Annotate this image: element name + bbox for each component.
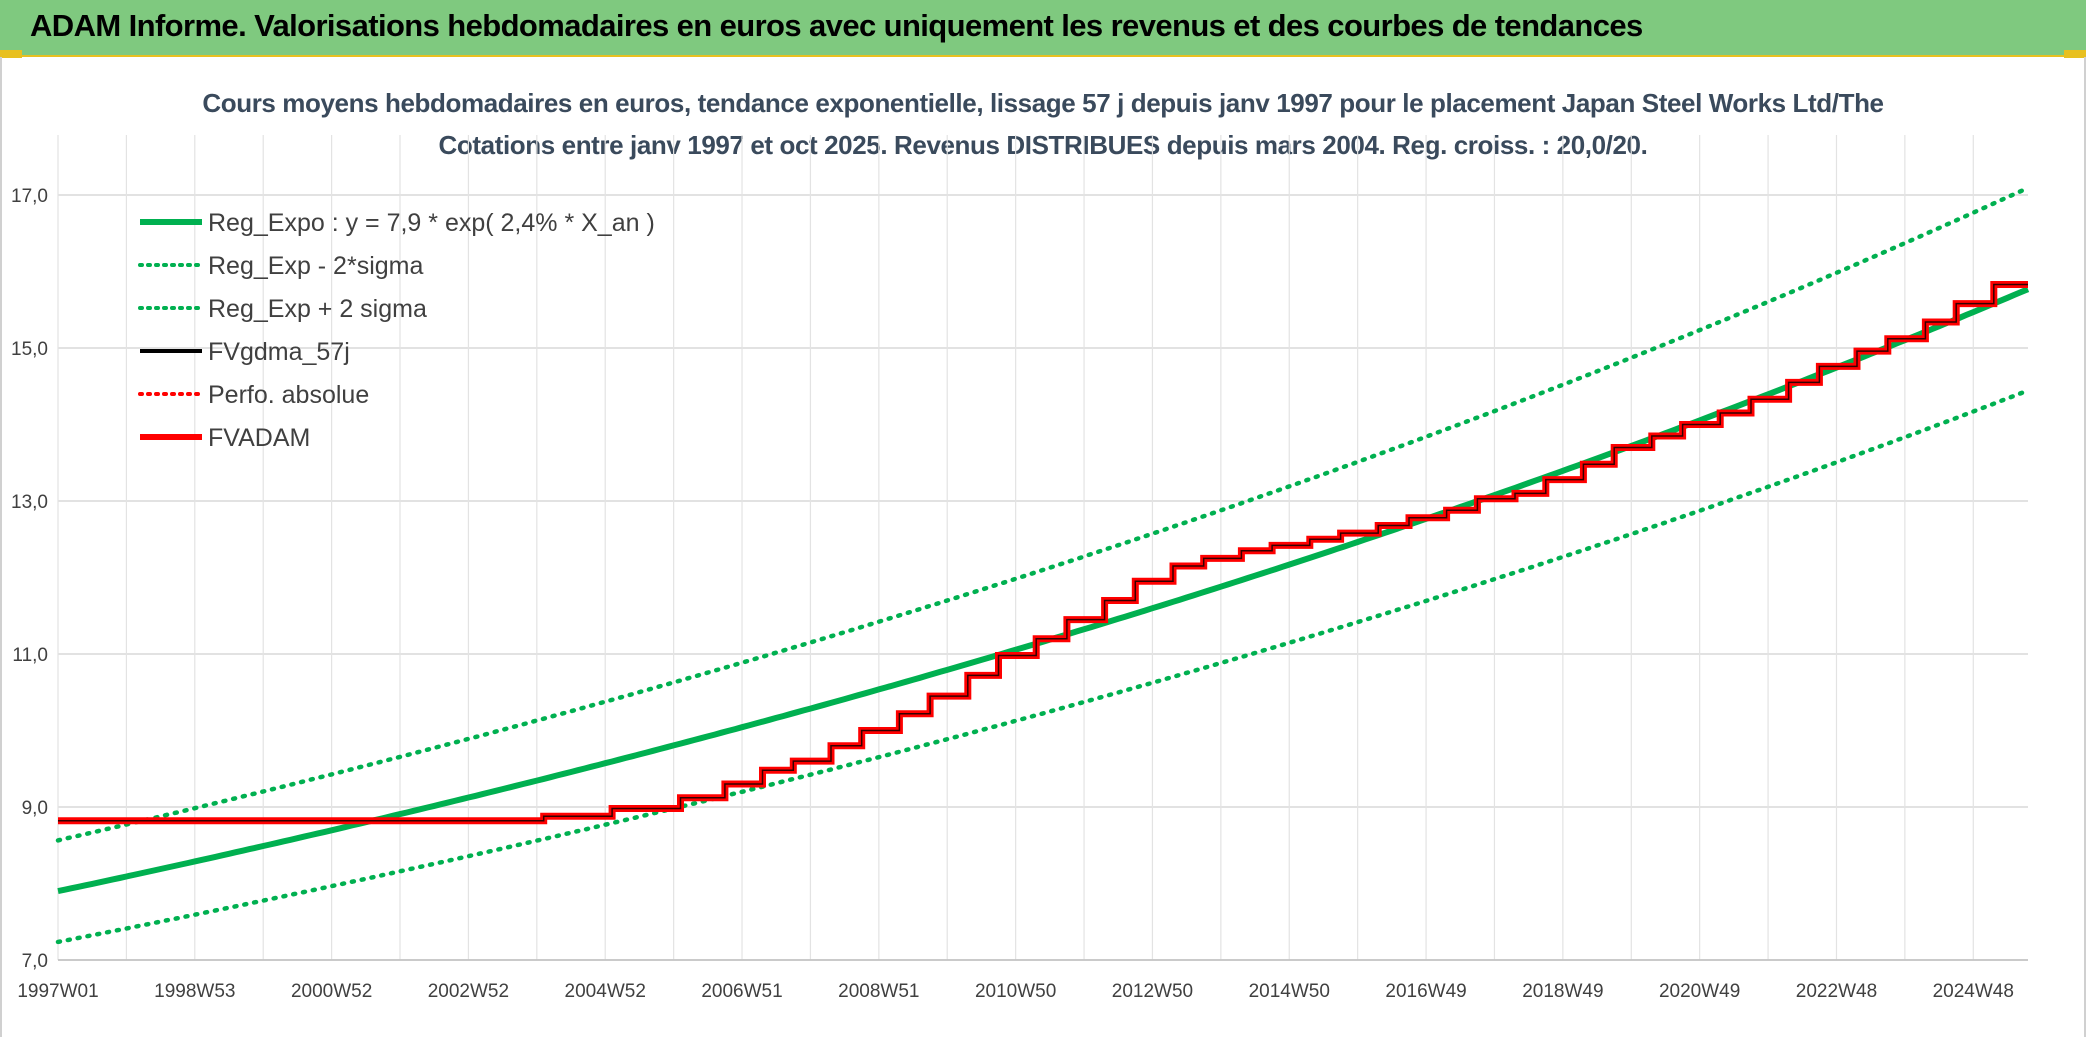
y-tick-label: 15,0 — [11, 339, 48, 360]
reg-exp-plus-2sigma-line — [55, 185, 2031, 843]
x-tick-label: 2024W48 — [1933, 981, 2014, 1002]
report-title: ADAM Informe. Valorisations hebdomadaire… — [30, 8, 1643, 43]
y-tick-label: 13,0 — [11, 492, 48, 513]
x-tick-label: 2002W52 — [428, 981, 509, 1002]
reg-expo-line — [57, 286, 2030, 895]
x-tick-label: 1997W01 — [17, 981, 98, 1002]
x-tick-label: 2016W49 — [1385, 981, 1466, 1002]
y-tick-label: 9,0 — [22, 798, 48, 819]
x-tick-label: 2012W50 — [1112, 981, 1193, 1002]
legend-entry-label: Reg_Exp - 2*sigma — [208, 252, 423, 280]
legend-entry-label: FVADAM — [208, 424, 310, 452]
x-tick-label: 2020W49 — [1659, 981, 1740, 1002]
x-tick-label: 2004W52 — [565, 981, 646, 1002]
chart-legend: Reg_Expo : y = 7,9 * exp( 2,4% * X_an ) R… — [138, 209, 655, 452]
banner-corner-left — [0, 50, 22, 58]
chart-title-line-2: Cotations entre janv 1997 et oct 2025. R… — [438, 130, 1648, 160]
legend-entry-label: FVgdma_57j — [208, 338, 350, 366]
report-banner: ADAM Informe. Valorisations hebdomadaire… — [0, 0, 2086, 57]
chart-title-line-1: Cours moyens hebdomadaires en euros, ten… — [202, 88, 1884, 118]
legend-entry-label: Perfo. absolue — [208, 381, 369, 409]
x-tick-label: 2014W50 — [1249, 981, 1330, 1002]
x-tick-label: 2010W50 — [975, 981, 1056, 1002]
x-tick-label: 2006W51 — [701, 981, 782, 1002]
x-tick-label: 2022W48 — [1796, 981, 1877, 1002]
x-tick-label: 1998W53 — [154, 981, 235, 1002]
y-tick-label: 11,0 — [12, 645, 48, 666]
x-tick-label: 2000W52 — [291, 981, 372, 1002]
reg-exp-minus-2sigma-line — [55, 388, 2031, 945]
fvadam-line — [58, 281, 2028, 825]
chart-series — [55, 185, 2031, 945]
x-tick-label: 2018W49 — [1522, 981, 1603, 1002]
chart-axes: 7,0 9,0 11,0 13,0 15,0 17,0 1997W01 1998W53 2000… — [11, 186, 2028, 1002]
y-tick-label: 17,0 — [11, 186, 48, 207]
x-tick-label: 2008W51 — [838, 981, 919, 1002]
legend-entry-label: Reg_Exp + 2 sigma — [208, 295, 427, 323]
chart-frame — [0, 57, 2086, 1037]
y-tick-label: 7,0 — [22, 951, 48, 972]
legend-entry-label: Reg_Expo : y = 7,9 * exp( 2,4% * X_an ) — [208, 209, 655, 237]
fvgdma-57j-line — [58, 283, 2028, 822]
banner-corner-right — [2064, 50, 2086, 58]
